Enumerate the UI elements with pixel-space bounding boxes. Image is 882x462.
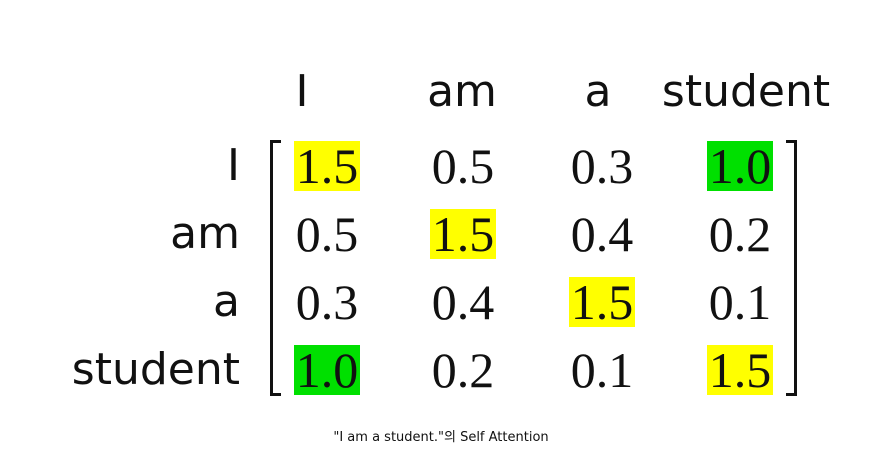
row-label-student: student bbox=[71, 344, 240, 395]
matrix-cell-r3c0: 1.0 bbox=[277, 342, 377, 398]
matrix-cell-r1c1: 1.5 bbox=[413, 206, 513, 262]
matrix-right-bracket bbox=[786, 140, 797, 396]
matrix-cell-value: 0.2 bbox=[708, 206, 772, 262]
matrix-cell-r3c1: 0.2 bbox=[413, 342, 513, 398]
row-label-a: a bbox=[213, 276, 240, 327]
matrix-cell-value: 1.0 bbox=[293, 342, 361, 398]
matrix-cell-value: 0.5 bbox=[431, 138, 495, 194]
matrix-cell-r0c1: 0.5 bbox=[413, 138, 513, 194]
matrix-cell-r3c3: 1.5 bbox=[690, 342, 790, 398]
row-label-am: am bbox=[170, 208, 240, 259]
matrix-cell-r2c2: 1.5 bbox=[552, 274, 652, 330]
matrix-cell-r3c2: 0.1 bbox=[552, 342, 652, 398]
matrix-cell-value: 0.4 bbox=[431, 274, 495, 330]
matrix-cell-r2c1: 0.4 bbox=[413, 274, 513, 330]
matrix-cell-value: 0.1 bbox=[708, 274, 772, 330]
matrix-cell-r2c0: 0.3 bbox=[277, 274, 377, 330]
row-label-i: I bbox=[227, 140, 240, 191]
matrix-left-bracket bbox=[270, 140, 281, 396]
matrix-cell-value: 0.5 bbox=[295, 206, 359, 262]
matrix-cell-value: 0.2 bbox=[431, 342, 495, 398]
figure-caption: "I am a student."의 Self Attention bbox=[333, 430, 549, 445]
matrix-cell-r0c3: 1.0 bbox=[690, 138, 790, 194]
column-label-i: I bbox=[295, 66, 309, 117]
matrix-cell-r0c2: 0.3 bbox=[552, 138, 652, 194]
matrix-cell-r1c0: 0.5 bbox=[277, 206, 377, 262]
matrix-cell-value: 0.3 bbox=[570, 138, 634, 194]
matrix-cell-r0c0: 1.5 bbox=[277, 138, 377, 194]
matrix-cell-value: 1.5 bbox=[706, 342, 774, 398]
column-label-student: student bbox=[661, 66, 831, 117]
matrix-cell-r1c2: 0.4 bbox=[552, 206, 652, 262]
matrix-cell-r2c3: 0.1 bbox=[690, 274, 790, 330]
matrix-cell-value: 0.3 bbox=[295, 274, 359, 330]
matrix-cell-value: 0.1 bbox=[570, 342, 634, 398]
matrix-cell-value: 0.4 bbox=[570, 206, 634, 262]
matrix-cell-value: 1.5 bbox=[293, 138, 361, 194]
matrix-cell-r1c3: 0.2 bbox=[690, 206, 790, 262]
column-label-am: am bbox=[427, 66, 497, 117]
matrix-cell-value: 1.0 bbox=[706, 138, 774, 194]
matrix-cell-value: 1.5 bbox=[568, 274, 636, 330]
matrix-cell-value: 1.5 bbox=[429, 206, 497, 262]
column-label-a: a bbox=[584, 66, 612, 117]
